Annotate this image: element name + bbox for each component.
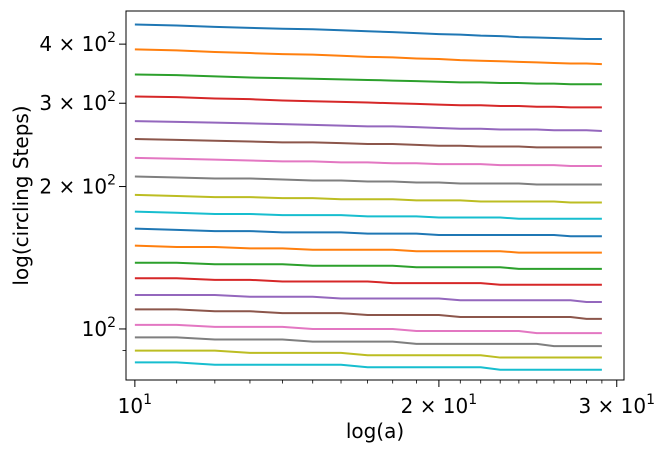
series-line-2 (134, 48, 602, 66)
series-line-7 (134, 156, 602, 168)
x-tick-label-1: 101 (118, 392, 152, 418)
series-line-13 (134, 261, 602, 270)
series-line-6 (134, 138, 602, 149)
y-tick-label-4: 4 × 102 (39, 30, 116, 56)
series-line-8 (134, 175, 602, 186)
y-tick-label-1: 102 (82, 315, 116, 341)
series-line-4 (134, 95, 602, 109)
series-layer (134, 23, 602, 371)
series-line-5 (134, 120, 602, 133)
series-line-12 (134, 244, 602, 254)
series-line-15 (134, 293, 602, 304)
series-line-14 (134, 277, 602, 286)
series-line-16 (134, 308, 602, 320)
plot-frame (125, 10, 625, 381)
series-line-17 (134, 323, 602, 335)
series-line-9 (134, 193, 602, 204)
y-tick-label-2: 2 × 102 (39, 173, 116, 199)
series-line-19 (134, 349, 602, 359)
x-axis-label: log(a) (346, 419, 404, 443)
y-axis-label: log(circling Steps) (9, 105, 33, 285)
y-axis: 102 2 × 102 3 × 102 4 × 102 (39, 30, 126, 351)
series-line-1 (134, 23, 602, 41)
series-line-10 (134, 210, 602, 220)
series-line-3 (134, 73, 602, 86)
x-tick-label-2: 2 × 101 (401, 392, 478, 418)
series-line-18 (134, 336, 602, 348)
x-tick-label-3: 3 × 101 (578, 392, 655, 418)
series-line-20 (134, 361, 602, 371)
y-tick-label-3: 3 × 102 (39, 89, 116, 115)
series-line-11 (134, 227, 602, 238)
x-axis: 101 2 × 101 3 × 101 (118, 380, 655, 418)
